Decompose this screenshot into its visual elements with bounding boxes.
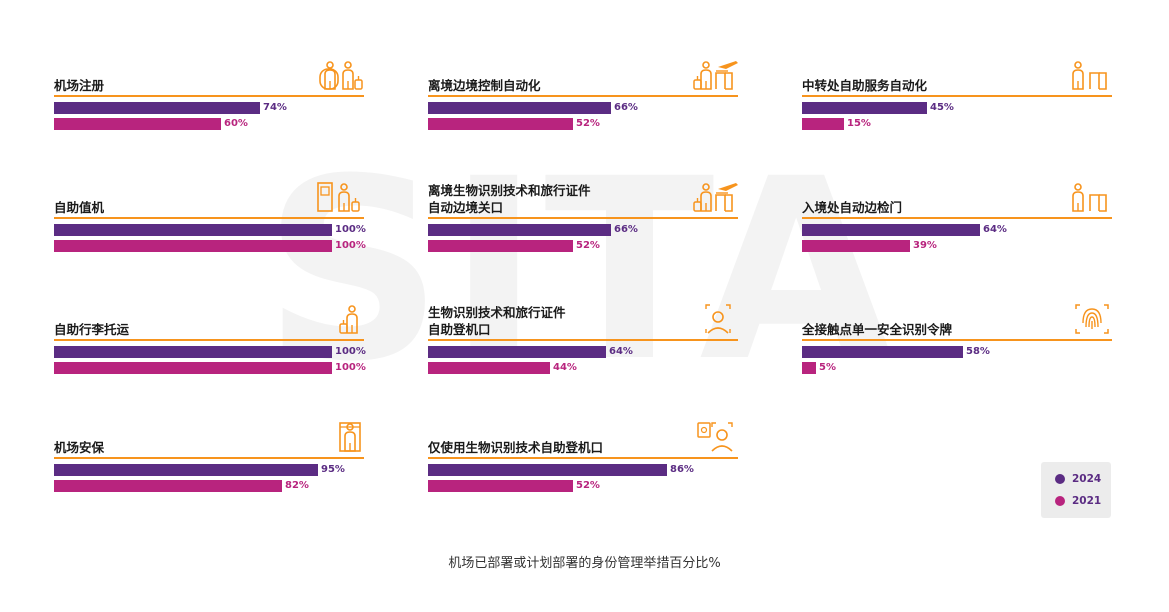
bar-2021: [428, 240, 573, 252]
bar-2021: [54, 118, 221, 130]
data-label-2024: 58%: [966, 346, 990, 357]
legend-swatch-2024: [1055, 474, 1065, 484]
category-divider: [428, 339, 738, 341]
bar-2021: [802, 118, 844, 130]
data-label-2024: 45%: [930, 102, 954, 113]
chart-panel: 生物识别技术和旅行证件 自助登机口 64% 44%: [428, 304, 738, 416]
category-divider: [54, 339, 364, 341]
data-label-2021: 52%: [576, 118, 600, 129]
bar-2024: [428, 346, 606, 358]
chart-panel: 自助值机 100% 100%: [54, 182, 366, 294]
category-title: 全接触点单一安全识别令牌: [802, 322, 953, 337]
kiosk-icon: [317, 182, 360, 212]
legend-label: 2024: [1072, 473, 1102, 485]
chart-panel: 离境生物识别技术和旅行证件 自动边境关口 66% 52%: [428, 183, 738, 294]
data-label-2021: 100%: [335, 240, 366, 251]
bar-2021: [802, 240, 910, 252]
bar-2021: [54, 362, 332, 374]
arrival-gate-icon: [1072, 183, 1107, 212]
category-title: 自助值机: [54, 200, 105, 215]
data-label-2024: 64%: [983, 224, 1007, 235]
bar-2024: [428, 102, 611, 114]
departure-biometric-icon: [693, 183, 738, 212]
legend-item-2024: 2024: [1055, 473, 1101, 485]
category-title: 离境生物识别技术和旅行证件 自动边境关口: [428, 183, 591, 215]
bar-2024: [428, 464, 667, 476]
bar-2024: [54, 102, 260, 114]
category-title: 仅使用生物识别技术自助登机口: [428, 440, 604, 455]
data-label-2021: 100%: [335, 362, 366, 373]
category-divider: [802, 217, 1112, 219]
legend-label: 2021: [1072, 495, 1102, 507]
data-label-2024: 100%: [335, 346, 366, 357]
bar-2021: [428, 480, 573, 492]
data-label-2021: 39%: [913, 240, 937, 251]
bar-2024: [802, 346, 963, 358]
chart-panel: 入境处自动边检门 64% 39%: [802, 183, 1112, 294]
legend-swatch-2021: [1055, 496, 1065, 506]
bar-2021: [54, 240, 332, 252]
chart-caption: 机场已部署或计划部署的身份管理举措百分比%: [448, 556, 721, 571]
chart-panel: 仅使用生物识别技术自助登机口 86% 52%: [428, 422, 738, 534]
bar-2024: [54, 464, 318, 476]
data-label-2024: 74%: [263, 102, 287, 113]
category-divider: [802, 95, 1112, 97]
chart-panel: 机场安保 95% 82%: [54, 422, 364, 534]
legend: 2024 2021: [1041, 462, 1111, 518]
bar-2024: [802, 102, 927, 114]
category-title: 中转处自助服务自动化: [802, 78, 928, 93]
category-divider: [54, 217, 364, 219]
legend-item-2021: 2021: [1055, 495, 1101, 507]
category-divider: [428, 457, 738, 459]
data-label-2021: 52%: [576, 240, 600, 251]
departure-border-icon: [693, 61, 738, 90]
data-label-2024: 66%: [614, 224, 638, 235]
data-label-2024: 86%: [670, 464, 694, 475]
face-scan-icon: [705, 304, 731, 334]
transfer-gate-icon: [1072, 61, 1107, 90]
bar-2024: [54, 224, 332, 236]
category-divider: [802, 339, 1112, 341]
bar-2021: [54, 480, 282, 492]
category-title: 生物识别技术和旅行证件 自助登机口: [428, 305, 566, 337]
chart-panel: 全接触点单一安全识别令牌 58% 5%: [802, 304, 1112, 416]
data-label-2021: 82%: [285, 480, 309, 491]
category-divider: [54, 457, 364, 459]
chart-panel: 机场注册 74% 60%: [54, 61, 364, 172]
check-in-people-icon: [319, 61, 363, 90]
category-title: 自助行李托运: [54, 322, 130, 337]
watermark-logo: SITA: [263, 124, 897, 416]
category-title: 离境边境控制自动化: [428, 78, 541, 93]
bar-2021: [428, 362, 550, 374]
chart-panel: 自助行李托运 100% 100%: [54, 305, 366, 416]
bar-2021: [428, 118, 573, 130]
bar-2024: [802, 224, 980, 236]
data-label-2021: 44%: [553, 362, 577, 373]
data-label-2021: 52%: [576, 480, 600, 491]
fingerprint-icon: [1075, 304, 1109, 334]
data-label-2024: 95%: [321, 464, 345, 475]
category-divider: [428, 217, 738, 219]
category-title: 入境处自动边检门: [802, 200, 903, 215]
bar-2024: [428, 224, 611, 236]
data-label-2021: 15%: [847, 118, 871, 129]
category-divider: [54, 95, 364, 97]
data-label-2024: 100%: [335, 224, 366, 235]
chart-panel: 离境边境控制自动化 66% 52%: [428, 61, 738, 172]
category-title: 机场注册: [54, 78, 105, 93]
bar-2024: [54, 346, 332, 358]
data-label-2021: 5%: [819, 362, 836, 373]
category-divider: [428, 95, 738, 97]
data-label-2024: 66%: [614, 102, 638, 113]
data-label-2021: 60%: [224, 118, 248, 129]
biometric-boarding-icon: [697, 422, 733, 452]
bag-drop-icon: [339, 305, 358, 334]
category-title: 机场安保: [54, 440, 105, 455]
bar-2021: [802, 362, 816, 374]
security-scanner-icon: [339, 422, 361, 452]
data-label-2024: 64%: [609, 346, 633, 357]
chart-panel: 中转处自助服务自动化 45% 15%: [802, 61, 1112, 172]
